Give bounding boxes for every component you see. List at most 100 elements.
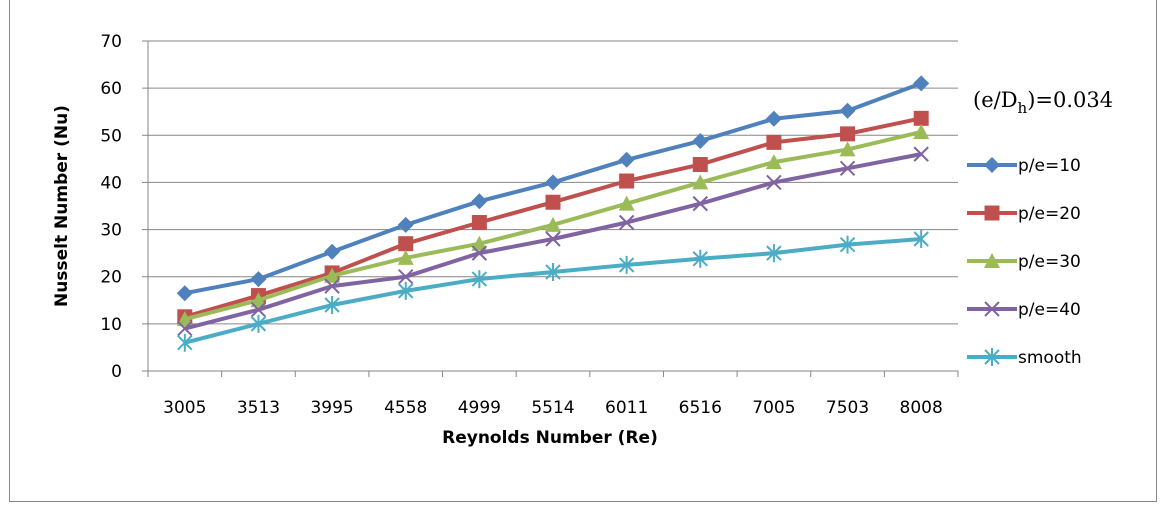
y-tick-label: 50 — [100, 126, 122, 146]
axes — [147, 41, 958, 372]
legend-label: smooth — [1018, 348, 1082, 368]
x-axis-title: Reynolds Number (Re) — [442, 428, 658, 448]
y-tick-label: 20 — [100, 268, 122, 288]
data-point — [618, 214, 635, 231]
series-group — [176, 75, 930, 352]
data-point — [692, 195, 708, 212]
data-point — [176, 285, 193, 302]
x-tick-label: 4999 — [458, 398, 501, 418]
data-point — [618, 195, 635, 211]
annotation-subscript: h — [1018, 99, 1028, 117]
data-point — [545, 231, 561, 247]
series-smooth — [177, 230, 929, 352]
data-point — [619, 173, 635, 189]
data-point — [839, 160, 856, 176]
x-tick-label: 6011 — [605, 398, 648, 418]
data-point — [471, 245, 488, 261]
legend-marker — [984, 253, 1000, 268]
data-point — [766, 174, 782, 191]
series-p-e-40 — [177, 146, 929, 337]
legend: p/e=10 p/e=20 p/e=30 p/e=40 smooth — [967, 156, 1082, 368]
x-tick-label: 8008 — [900, 398, 943, 418]
data-point — [692, 132, 709, 149]
data-point — [545, 216, 561, 232]
data-point — [545, 194, 561, 210]
x-tick-label: 3005 — [163, 398, 206, 418]
x-tick-labels: 3005 3513 3995 4558 4999 5514 6011 6516 7005 7503… — [147, 371, 959, 418]
x-tick-label: 4558 — [384, 398, 427, 418]
series-p-e-20 — [177, 110, 929, 325]
data-point — [398, 269, 414, 285]
legend-item: p/e=20 — [967, 204, 1081, 224]
data-point — [324, 243, 341, 260]
legend-marker — [984, 157, 1000, 173]
series-p-e-10 — [176, 75, 930, 302]
data-point — [618, 255, 635, 274]
x-tick-label: 7503 — [826, 398, 869, 418]
y-tick-label: 10 — [100, 315, 122, 335]
legend-marker — [984, 205, 1000, 221]
data-point — [471, 215, 487, 230]
annotation-suffix: )=0.034 — [1027, 88, 1113, 112]
data-point — [839, 141, 856, 157]
data-point — [177, 320, 193, 337]
legend-label: p/e=10 — [1018, 156, 1081, 176]
data-point — [765, 110, 782, 127]
legend-label: p/e=30 — [1018, 252, 1081, 272]
data-point — [398, 281, 414, 300]
y-axis-title: Nusselt Number (Nu) — [52, 105, 72, 307]
data-point — [176, 311, 193, 327]
data-point — [324, 278, 340, 294]
x-tick-label: 3995 — [310, 398, 353, 418]
legend-item: smooth — [967, 348, 1082, 368]
data-point — [618, 151, 635, 168]
data-point — [766, 134, 782, 150]
data-point — [913, 146, 929, 162]
data-point — [324, 267, 341, 283]
data-point — [913, 75, 930, 92]
legend-label: p/e=20 — [1018, 204, 1081, 224]
y-tick-labels: 0 10 20 30 40 50 60 70 — [100, 32, 148, 382]
data-point — [766, 244, 782, 263]
legend-marker — [984, 301, 1000, 317]
data-point — [471, 235, 488, 251]
data-point — [839, 102, 856, 119]
data-point — [545, 263, 561, 281]
ratio-annotation: (e/Dh)=0.034 — [973, 88, 1113, 117]
legend-label: p/e=40 — [1018, 300, 1081, 320]
data-point — [913, 123, 930, 139]
data-point — [397, 216, 414, 233]
data-point — [913, 110, 929, 126]
series-line — [184, 237, 922, 345]
data-point — [545, 174, 561, 191]
data-point — [471, 193, 488, 210]
data-point — [692, 157, 708, 173]
data-point — [397, 249, 414, 265]
data-point — [250, 271, 267, 288]
series-p-e-30 — [176, 123, 930, 327]
data-point — [839, 235, 856, 254]
y-tick-label: 30 — [100, 221, 122, 241]
data-point — [765, 154, 782, 170]
data-point — [250, 314, 267, 333]
y-tick-label: 40 — [100, 173, 122, 193]
legend-item: p/e=30 — [967, 252, 1081, 272]
data-point — [913, 230, 929, 248]
y-tick-label: 70 — [100, 32, 122, 52]
data-point — [177, 333, 193, 352]
data-point — [250, 302, 267, 318]
chart-frame — [9, 0, 1157, 502]
x-tick-label: 5514 — [531, 398, 574, 418]
data-point — [324, 296, 340, 314]
annotation-prefix: (e/D — [973, 88, 1018, 112]
legend-item: p/e=10 — [967, 156, 1081, 176]
data-point — [398, 236, 414, 252]
data-point — [692, 249, 708, 268]
data-point — [840, 126, 856, 142]
x-tick-label: 7005 — [752, 398, 795, 418]
data-point — [692, 174, 709, 190]
y-tick-label: 60 — [100, 79, 122, 99]
legend-marker — [984, 348, 1000, 366]
x-tick-label: 6516 — [679, 398, 722, 418]
